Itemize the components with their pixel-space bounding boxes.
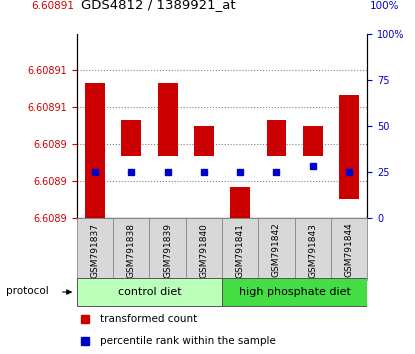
Text: GSM791844: GSM791844: [344, 223, 354, 278]
Text: GSM791837: GSM791837: [90, 223, 100, 278]
Text: GSM791841: GSM791841: [236, 223, 245, 278]
Bar: [121, 120, 141, 156]
Bar: [222, 278, 367, 306]
Bar: [149, 218, 186, 280]
Text: 100%: 100%: [369, 1, 399, 11]
Bar: [194, 126, 214, 156]
Text: 6.60891: 6.60891: [32, 1, 75, 11]
Bar: [295, 218, 331, 280]
Text: GSM791838: GSM791838: [127, 223, 136, 278]
Bar: [113, 218, 149, 280]
Bar: [258, 218, 295, 280]
Text: high phosphate diet: high phosphate diet: [239, 287, 351, 297]
Bar: [339, 95, 359, 199]
Bar: [85, 83, 105, 218]
Bar: [331, 218, 367, 280]
Bar: [303, 126, 323, 156]
Text: percentile rank within the sample: percentile rank within the sample: [100, 336, 276, 346]
Text: GSM791843: GSM791843: [308, 223, 317, 278]
Bar: [158, 83, 178, 156]
Bar: [266, 120, 286, 156]
Text: GSM791839: GSM791839: [163, 223, 172, 278]
Bar: [230, 187, 250, 218]
Bar: [186, 218, 222, 280]
Bar: [77, 278, 222, 306]
Text: GDS4812 / 1389921_at: GDS4812 / 1389921_at: [81, 0, 236, 11]
Text: GSM791840: GSM791840: [199, 223, 208, 278]
Text: transformed count: transformed count: [100, 314, 197, 325]
Text: GSM791842: GSM791842: [272, 223, 281, 278]
Text: protocol: protocol: [6, 286, 49, 296]
Bar: [222, 218, 258, 280]
Bar: [77, 218, 113, 280]
Text: control diet: control diet: [117, 287, 181, 297]
